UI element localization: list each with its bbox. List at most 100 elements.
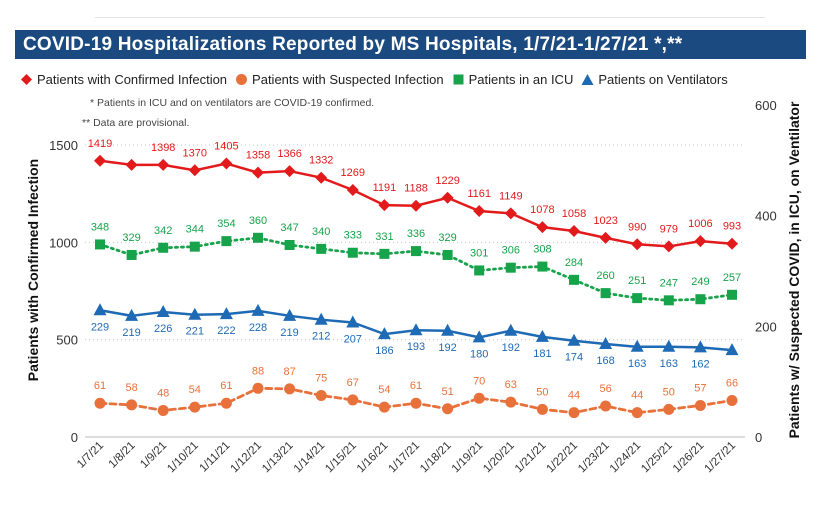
chart-title: COVID-19 Hospitalizations Reported by MS… xyxy=(23,34,683,55)
data-point xyxy=(695,294,706,305)
data-label: 54 xyxy=(378,384,390,396)
data-label: 993 xyxy=(723,221,741,233)
data-label: 1078 xyxy=(530,204,554,216)
data-label: 219 xyxy=(280,327,298,339)
x-tick-label: 1/22/21 xyxy=(545,440,581,476)
data-point xyxy=(441,191,454,204)
data-label: 1405 xyxy=(214,140,238,152)
data-point xyxy=(188,164,201,177)
data-point xyxy=(663,403,675,415)
footnote-icu-ventilators: * Patients in ICU and on ventilators are… xyxy=(90,97,375,109)
data-point xyxy=(158,242,169,253)
data-point xyxy=(631,238,644,251)
data-point xyxy=(631,407,643,419)
data-point xyxy=(125,308,139,321)
data-point xyxy=(569,274,579,285)
legend-label: Patients with Confirmed Infection xyxy=(37,71,228,87)
y-axis-title-left: Patients with Confirmed Infection xyxy=(25,159,41,381)
data-label: 168 xyxy=(596,355,614,367)
data-point xyxy=(346,315,360,328)
data-label: 284 xyxy=(565,257,583,269)
y-tick-label-right: 400 xyxy=(755,209,777,224)
data-label: 1191 xyxy=(373,182,397,194)
data-label: 63 xyxy=(505,379,517,391)
data-point xyxy=(284,239,295,250)
data-point xyxy=(156,304,170,317)
data-point xyxy=(694,399,706,411)
data-label: 329 xyxy=(122,232,140,244)
data-point xyxy=(725,343,739,356)
data-label: 1229 xyxy=(435,175,459,187)
data-label: 1023 xyxy=(593,215,617,227)
data-label: 342 xyxy=(154,225,172,237)
y-tick-label-left: 500 xyxy=(56,333,78,348)
data-label: 1188 xyxy=(404,183,428,195)
data-point xyxy=(410,397,422,409)
data-label: 344 xyxy=(186,224,204,236)
data-point xyxy=(411,246,421,257)
x-tick-label: 1/27/21 xyxy=(703,440,739,476)
data-point xyxy=(504,207,517,220)
data-label: 70 xyxy=(473,375,485,387)
data-label: 1006 xyxy=(688,218,712,230)
data-label: 340 xyxy=(312,226,330,238)
footnote-provisional: ** Data are provisional. xyxy=(82,117,190,129)
data-label: 1269 xyxy=(341,167,365,179)
y-tick-label-right: 200 xyxy=(755,319,777,334)
data-label: 247 xyxy=(660,277,678,289)
data-point xyxy=(535,329,549,342)
x-tick-label: 1/24/21 xyxy=(608,440,644,476)
data-label: 192 xyxy=(502,342,520,354)
data-label: 979 xyxy=(660,223,678,235)
x-tick-label: 1/21/21 xyxy=(513,440,549,476)
data-point xyxy=(347,247,358,258)
x-tick-label: 1/11/21 xyxy=(198,440,233,475)
y-tick-label-left: 1000 xyxy=(49,235,78,250)
data-point xyxy=(346,183,359,196)
data-label: 75 xyxy=(315,373,327,385)
data-point xyxy=(283,308,297,321)
x-tick-label: 1/18/21 xyxy=(418,440,454,476)
data-point xyxy=(632,293,643,304)
triangle-icon xyxy=(581,73,594,85)
data-point xyxy=(694,235,707,248)
data-point xyxy=(157,158,170,171)
data-point xyxy=(568,407,580,419)
square-icon xyxy=(453,74,464,84)
data-label: 180 xyxy=(470,348,488,360)
legend-item-4: Patients on Ventilators xyxy=(581,72,728,87)
data-point xyxy=(284,383,296,395)
data-point xyxy=(600,400,612,412)
data-label: 1149 xyxy=(499,190,523,202)
data-point xyxy=(410,199,422,212)
data-label: 186 xyxy=(375,345,393,357)
x-tick-label: 1/26/21 xyxy=(671,440,707,476)
legend-item-1: Patients with Confirmed Infection xyxy=(20,72,227,87)
data-point xyxy=(252,382,264,394)
data-label: 333 xyxy=(344,230,362,242)
x-tick-label: 1/14/21 xyxy=(292,440,328,476)
data-point xyxy=(314,312,328,325)
data-label: 308 xyxy=(533,244,551,256)
data-label: 990 xyxy=(628,221,646,233)
data-point xyxy=(474,265,485,276)
data-point xyxy=(126,399,138,411)
data-label: 192 xyxy=(438,342,456,354)
data-point xyxy=(219,307,233,320)
legend-item-3: Patients in an ICU xyxy=(452,72,573,87)
data-label: 219 xyxy=(122,327,140,339)
title-bar: COVID-19 Hospitalizations Reported by MS… xyxy=(15,30,806,59)
x-tick-label: 1/19/21 xyxy=(450,440,486,476)
data-label: 1370 xyxy=(183,147,207,159)
data-point xyxy=(283,165,296,178)
data-label: 207 xyxy=(344,333,362,345)
data-point xyxy=(252,166,264,179)
data-point xyxy=(251,303,265,316)
data-point xyxy=(473,392,485,404)
data-label: 61 xyxy=(220,380,232,392)
data-point xyxy=(189,241,200,252)
data-label: 1419 xyxy=(88,138,112,150)
data-label: 48 xyxy=(157,387,169,399)
data-label: 61 xyxy=(410,380,422,392)
data-label: 348 xyxy=(91,221,109,233)
